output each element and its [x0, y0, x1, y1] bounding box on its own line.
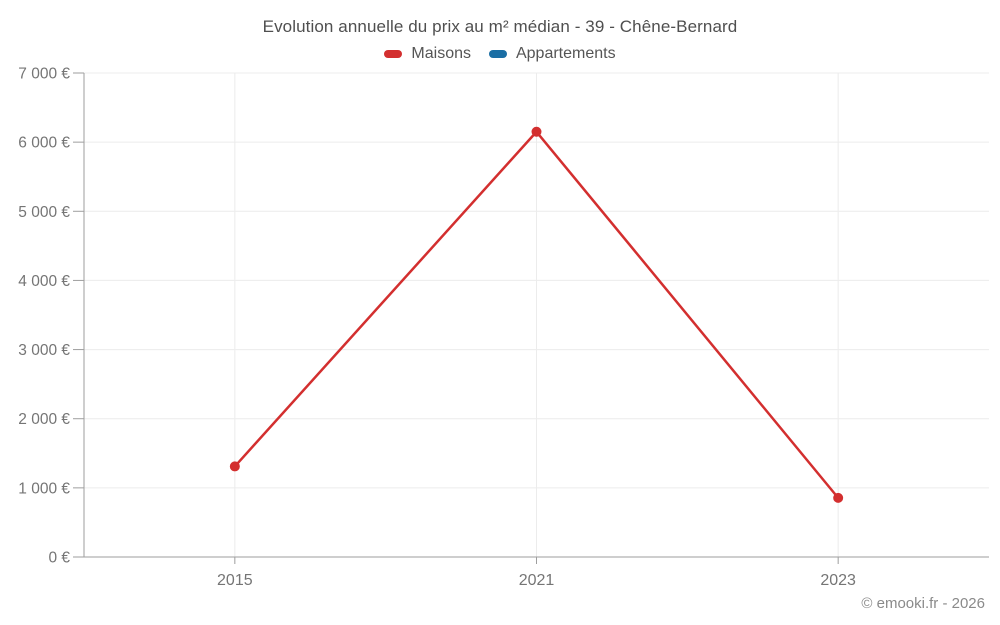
- svg-text:3 000 €: 3 000 €: [18, 342, 70, 359]
- copyright-text: © emooki.fr - 2026: [861, 595, 985, 612]
- svg-text:5 000 €: 5 000 €: [18, 204, 70, 221]
- legend-item-maisons[interactable]: Maisons: [384, 45, 471, 63]
- legend-label-maisons: Maisons: [411, 45, 471, 62]
- svg-text:7 000 €: 7 000 €: [18, 66, 70, 83]
- legend-label-appartements: Appartements: [515, 45, 616, 62]
- svg-text:6 000 €: 6 000 €: [18, 135, 70, 152]
- chart-legend: Maisons Appartements: [0, 45, 1000, 63]
- legend-swatch-maisons-icon: [384, 50, 403, 58]
- chart-title: Evolution annuelle du prix au m² médian …: [262, 17, 738, 36]
- svg-text:4 000 €: 4 000 €: [18, 273, 70, 290]
- svg-text:2023: 2023: [820, 572, 856, 589]
- svg-text:1 000 €: 1 000 €: [18, 480, 70, 497]
- svg-text:2 000 €: 2 000 €: [18, 411, 70, 428]
- svg-text:0 €: 0 €: [48, 550, 70, 567]
- legend-swatch-appartements-icon: [488, 50, 507, 58]
- svg-text:2021: 2021: [519, 572, 555, 589]
- legend-item-appartements[interactable]: Appartements: [488, 45, 616, 63]
- svg-text:2015: 2015: [217, 572, 253, 589]
